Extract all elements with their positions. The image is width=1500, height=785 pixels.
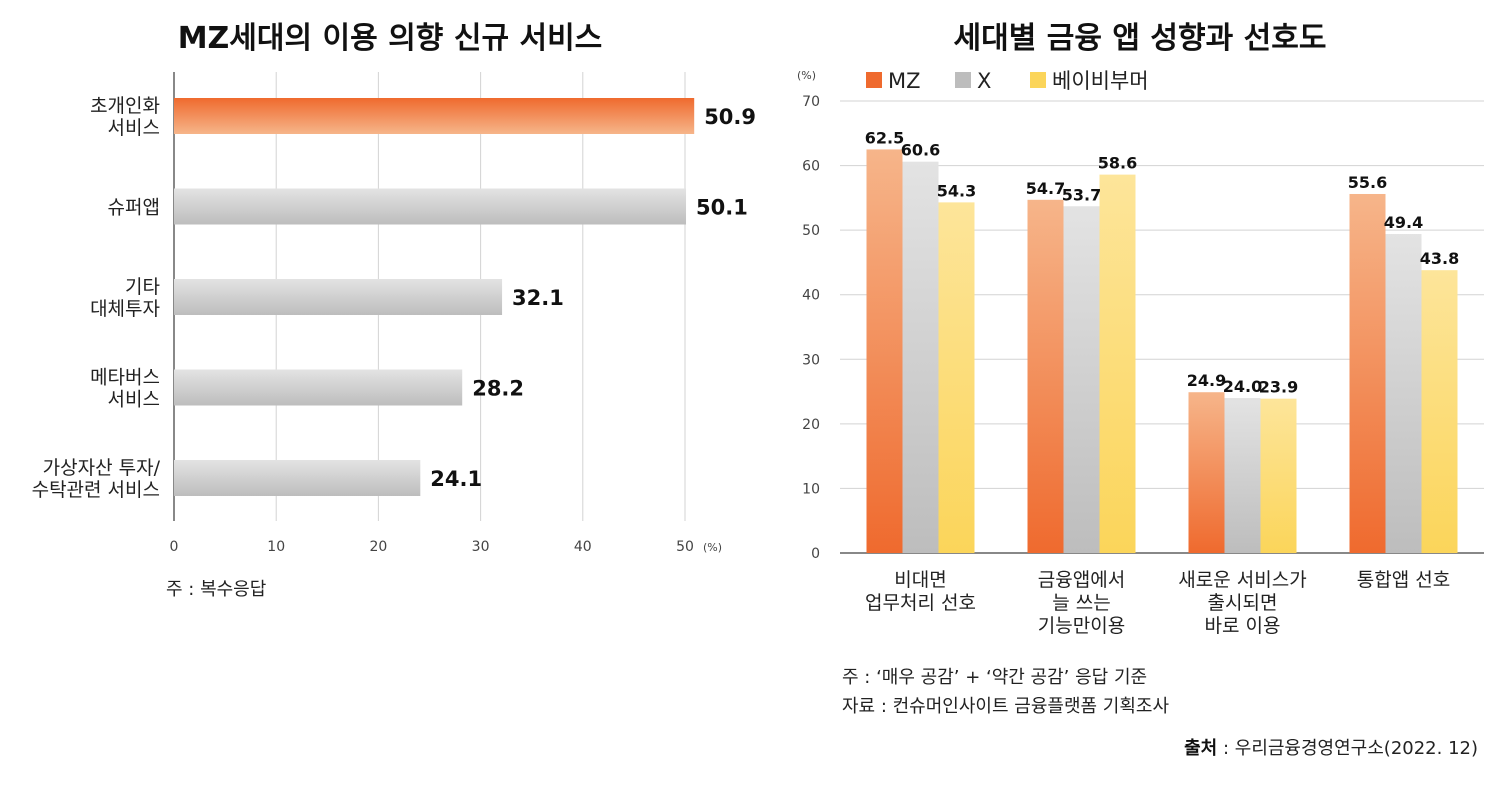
left-value-labels: 50.9 50.1 32.1 28.2 24.1	[430, 105, 756, 491]
left-value-label: 50.1	[696, 196, 748, 220]
left-value-label: 32.1	[512, 286, 564, 310]
right-bar	[1385, 234, 1422, 553]
left-bars	[174, 98, 695, 496]
right-y-ticks: 0 10 20 30 40 50 60 70	[802, 94, 820, 562]
right-bar	[1027, 199, 1064, 553]
right-value-label: 23.9	[1259, 378, 1298, 397]
right-bar	[866, 149, 903, 553]
right-y-tick-label: 40	[802, 288, 820, 304]
right-bar	[1099, 174, 1136, 553]
right-bar-chart: 세대별 금융 앱 성향과 선호도 (%) MZ X 베이비부머 62.560.6 54…	[797, 21, 1484, 759]
right-value-label: 49.4	[1384, 213, 1423, 232]
right-value-label: 24.9	[1187, 371, 1226, 390]
left-x-tick-label: 50	[676, 539, 694, 555]
left-value-label: 24.1	[430, 467, 482, 491]
left-bar	[174, 279, 503, 315]
right-value-label: 54.7	[1026, 179, 1065, 198]
right-y-tick-label: 60	[802, 159, 820, 175]
left-category-label: 서비스	[108, 117, 160, 139]
legend-label: MZ	[888, 69, 921, 93]
right-value-label: 43.8	[1420, 249, 1459, 268]
right-y-tick-label: 20	[802, 417, 820, 433]
left-category-label: 초개인화	[90, 95, 160, 117]
left-bar	[174, 460, 421, 496]
left-x-tick-label: 40	[574, 539, 592, 555]
right-category-label: 바로 이용	[1205, 615, 1281, 637]
left-x-tick-label: 0	[170, 539, 179, 555]
right-y-tick-label: 10	[802, 481, 820, 497]
right-value-label: 60.6	[901, 141, 940, 160]
left-x-tick-label: 20	[369, 539, 387, 555]
left-x-tick-label: 30	[472, 539, 490, 555]
left-category-label: 메타버스	[90, 367, 160, 389]
source-text: : 우리금융경영연구소(2022. 12)	[1217, 738, 1478, 759]
right-category-label: 늘 쓰는	[1052, 592, 1110, 614]
right-bar	[1421, 270, 1458, 553]
right-category-label: 업무처리 선호	[865, 592, 976, 614]
left-note: 주 : 복수응답	[166, 579, 266, 600]
right-value-label: 53.7	[1062, 185, 1101, 204]
right-category-label: 새로운 서비스가	[1178, 569, 1306, 591]
right-unit-label: (%)	[797, 69, 816, 82]
left-unit-label: (%)	[703, 541, 722, 554]
source-line: 출처 : 우리금융경영연구소(2022. 12)	[1184, 738, 1478, 759]
legend-swatch	[1030, 72, 1046, 88]
right-bar	[938, 202, 975, 553]
legend-swatch	[866, 72, 882, 88]
legend-label: 베이비부머	[1052, 69, 1149, 93]
left-bar	[174, 188, 687, 225]
right-bar	[1188, 392, 1225, 553]
right-value-label: 54.3	[937, 181, 976, 200]
left-category-label: 서비스	[108, 389, 160, 411]
right-bars	[866, 149, 1458, 554]
right-category-label: 기능만이용	[1038, 615, 1125, 637]
left-bar	[174, 98, 695, 134]
right-bar	[1349, 193, 1386, 554]
right-bar	[1260, 398, 1297, 553]
right-bar	[1224, 398, 1261, 553]
left-x-tick-label: 10	[267, 539, 285, 555]
right-category-label: 출시되면	[1208, 592, 1278, 614]
right-value-labels: 62.560.6 54.3 54.753.7 58.6 24.924.023.9 55.6…	[865, 128, 1459, 396]
left-category-label: 기타	[125, 276, 160, 298]
right-y-tick-label: 30	[802, 352, 820, 368]
right-legend: MZ X 베이비부머	[866, 69, 1149, 93]
right-value-label: 62.5	[865, 128, 904, 147]
left-category-label: 대체투자	[90, 298, 160, 320]
left-value-label: 50.9	[704, 105, 756, 129]
left-bar-chart: MZ세대의 이용 의향 신규 서비스 초개인화서비스슈퍼앱기타대체투자메타버스서…	[32, 21, 756, 600]
legend-swatch	[955, 72, 971, 88]
left-category-label: 가상자산 투자/	[43, 457, 161, 479]
left-x-ticks: 0 10 20 30 40 50	[170, 539, 694, 555]
left-bar	[174, 369, 463, 406]
legend-label: X	[977, 69, 991, 93]
right-note-2: 자료 : 컨슈머인사이트 금융플랫폼 기획조사	[842, 696, 1169, 717]
right-note-1: 주 : ‘매우 공감’ + ‘약간 공감’ 응답 기준	[842, 667, 1147, 688]
source-label: 출처	[1184, 738, 1217, 759]
right-y-tick-label: 70	[802, 94, 820, 110]
right-y-tick-label: 0	[811, 546, 820, 562]
right-y-tick-label: 50	[802, 223, 820, 239]
right-value-label: 24.0	[1223, 377, 1262, 396]
left-category-label: 수탁관련 서비스	[32, 479, 160, 501]
right-chart-title: 세대별 금융 앱 성향과 선호도	[954, 21, 1327, 56]
right-value-label: 58.6	[1098, 154, 1137, 173]
right-value-label: 55.6	[1348, 173, 1387, 192]
left-value-label: 28.2	[472, 377, 524, 401]
right-category-label: 금융앱에서	[1038, 569, 1125, 591]
left-chart-title: MZ세대의 이용 의향 신규 서비스	[178, 21, 603, 56]
right-bar	[902, 161, 939, 553]
right-bar	[1063, 206, 1100, 553]
left-category-label: 슈퍼앱	[108, 197, 160, 219]
right-category-label: 비대면	[894, 569, 946, 591]
right-category-label: 통합앱 선호	[1357, 569, 1450, 591]
